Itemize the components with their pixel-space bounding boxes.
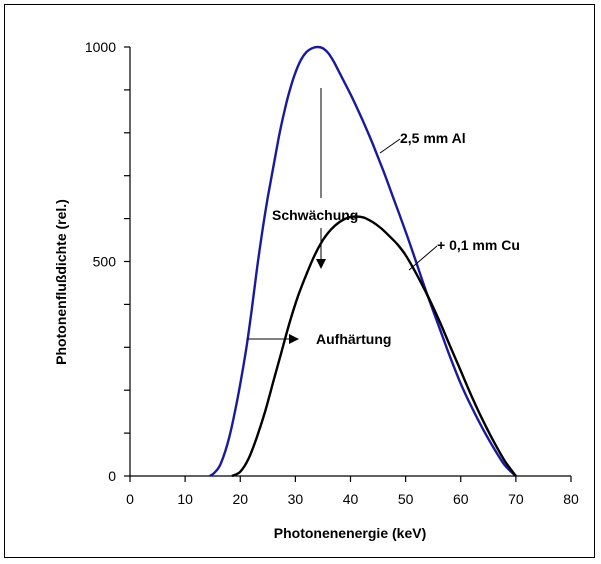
x-tick-label: 40 [343,491,359,507]
x-tick-label: 30 [288,491,304,507]
series-label-cu: + 0,1 mm Cu [437,237,520,253]
x-tick-label: 10 [177,491,193,507]
annotations [247,88,438,344]
x-tick-label: 80 [563,491,579,507]
ticks: 0 10 20 30 40 50 60 70 80 0 500 1000 [85,39,579,507]
series-label-al: 2,5 mm Al [400,130,466,146]
annotation-aufhaertung: Aufhärtung [316,331,391,347]
leader-line-al [379,138,401,154]
x-axis-title: Photonenenergie (keV) [274,525,426,541]
y-tick-label: 1000 [85,39,116,55]
series-line-1 [231,215,517,478]
axes [129,47,571,477]
x-tick-label: 50 [398,491,414,507]
x-tick-label: 70 [508,491,524,507]
y-axis-title: Photonenflußdichte (rel.) [53,199,69,365]
series [209,45,517,478]
x-tick-label: 60 [453,491,469,507]
x-tick-label: 20 [232,491,248,507]
leader-line-cu [408,245,438,271]
x-tick-label: 0 [126,491,134,507]
annotation-schwaechung: Schwächung [272,207,358,223]
figure-frame [4,4,595,558]
series-line-0 [209,45,517,477]
y-tick-label: 0 [108,468,116,484]
y-tick-label: 500 [93,254,117,270]
